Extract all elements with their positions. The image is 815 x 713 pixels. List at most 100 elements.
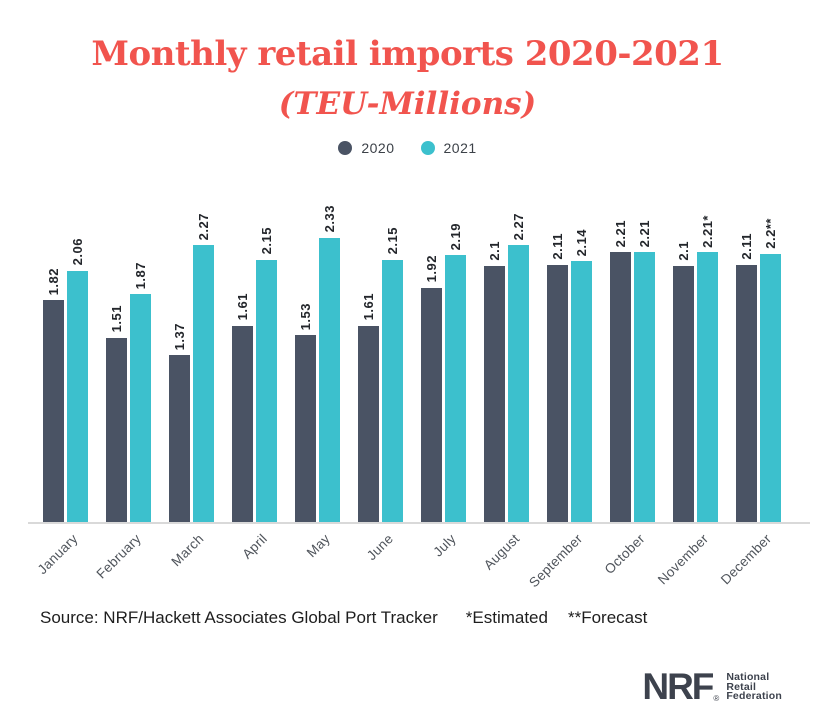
bar-group-june: 1.61 2.15 June <box>358 227 403 563</box>
month-label-august: August <box>480 531 523 573</box>
legend: 2020 2021 <box>0 140 815 156</box>
bar-2020-june <box>358 325 379 522</box>
bar-group-january: 1.82 2.06 January <box>35 238 88 577</box>
bar-group-september: 2.11 2.14 September <box>526 229 592 590</box>
month-label-june: June <box>363 531 397 564</box>
bar-col-2021-april: 2.15 <box>256 227 277 522</box>
month-label-july: July <box>430 531 460 560</box>
bar-col-2021-may: 2.33 <box>319 205 340 522</box>
value-label: 2.11 <box>550 233 565 260</box>
bar-col-2021-february: 1.87 <box>130 262 151 522</box>
bar-group-august: 2.1 2.27 August <box>480 213 529 573</box>
bar-col-2021-november: 2.21* <box>697 215 718 522</box>
bar-col-2021-august: 2.27 <box>508 213 529 522</box>
bar-2021-june <box>382 259 403 522</box>
bar-chart: 1.82 2.06 January 1.51 1.87 February 1.37 2.27 M… <box>28 192 810 590</box>
value-label: 2.1 <box>487 241 502 261</box>
month-label-may: May <box>303 531 334 561</box>
logo-name-line: Federation <box>726 690 782 703</box>
value-label: 2.33 <box>322 205 337 233</box>
value-label: 2.21* <box>700 214 715 248</box>
nrf-logo-fullname: National Retail Federation <box>726 671 782 703</box>
bar-2020-october <box>610 252 631 522</box>
legend-label: 2021 <box>443 140 477 156</box>
bar-2020-january <box>43 299 64 522</box>
value-label: 1.37 <box>172 322 187 350</box>
forecast-note: **Forecast <box>567 608 648 627</box>
source-note: Source: NRF/Hackett Associates Global Po… <box>40 608 815 628</box>
value-label: 1.82 <box>46 267 61 295</box>
month-label-april: April <box>239 531 271 562</box>
bar-2020-december <box>736 264 757 522</box>
bar-2020-august <box>484 265 505 522</box>
month-label-september: September <box>525 531 586 591</box>
bar-2021-april <box>256 259 277 522</box>
bar-2021-december <box>760 253 781 522</box>
value-label: 1.61 <box>235 293 250 321</box>
bar-group-october: 2.21 2.21 October <box>602 220 655 577</box>
bar-2020-may <box>295 335 316 522</box>
bar-group-march: 1.37 2.27 March <box>169 213 214 569</box>
bar-2021-january <box>67 270 88 522</box>
bar-2021-november <box>697 252 718 522</box>
legend-label: 2020 <box>361 140 395 156</box>
nrf-logo-acronym: NRF ® <box>642 668 720 705</box>
value-label: 2.06 <box>70 238 85 266</box>
legend-item-2021: 2021 <box>420 140 477 156</box>
bar-2020-march <box>169 354 190 522</box>
bar-col-2021-june: 2.15 <box>382 227 403 522</box>
value-label: 1.92 <box>424 255 439 283</box>
chart-subtitle: (TEU-Millions) <box>278 86 537 122</box>
bar-col-2020-february: 1.51 <box>106 305 127 522</box>
bar-2020-november <box>673 265 694 522</box>
value-label: 2.1 <box>676 241 691 261</box>
legend-item-2020: 2020 <box>338 140 394 156</box>
bar-col-2021-march: 2.27 <box>193 213 214 522</box>
bar-2020-july <box>421 287 442 522</box>
bar-col-2021-october: 2.21 <box>634 220 655 522</box>
value-label: 2.14 <box>574 228 589 256</box>
value-label: 2.15 <box>385 227 400 255</box>
value-label: 2.27 <box>511 212 526 241</box>
chart-title: Monthly retail imports 2020-2021 <box>91 34 724 74</box>
bar-2021-september <box>571 260 592 522</box>
bar-group-april: 1.61 2.15 April <box>232 227 277 562</box>
value-label: 2.2** <box>763 217 778 249</box>
bar-col-2020-august: 2.1 <box>484 241 505 522</box>
bar-group-july: 1.92 2.19 July <box>421 223 466 559</box>
logo-name-line: National <box>726 671 770 684</box>
bar-2021-august <box>508 245 529 522</box>
bar-col-2021-september: 2.14 <box>571 229 592 522</box>
month-label-february: February <box>93 531 145 582</box>
nrf-logo: NRF ® National Retail Federation <box>642 668 782 705</box>
month-label-january: January <box>35 531 82 578</box>
bar-col-2020-march: 1.37 <box>169 323 190 522</box>
registered-mark-icon: ® <box>713 693 720 703</box>
bar-2020-april <box>232 325 253 522</box>
legend-dot-icon <box>338 141 353 155</box>
bar-group-may: 1.53 2.33 May <box>295 205 340 560</box>
bar-group-november: 2.1 2.21* November <box>655 215 718 587</box>
value-label: 1.61 <box>361 293 376 321</box>
value-label: 1.53 <box>298 303 313 331</box>
bar-col-2020-may: 1.53 <box>295 303 316 522</box>
month-label-december: December <box>717 531 775 588</box>
bar-group-february: 1.51 1.87 February <box>94 262 151 582</box>
bar-2020-september <box>547 264 568 522</box>
bar-group-december: 2.11 2.2** December <box>718 218 781 587</box>
value-label: 1.87 <box>133 261 148 289</box>
bar-col-2021-december: 2.2** <box>760 218 781 522</box>
bar-2021-february <box>130 293 151 522</box>
bar-col-2021-july: 2.19 <box>445 223 466 522</box>
bar-col-2020-april: 1.61 <box>232 293 253 522</box>
value-label: 1.51 <box>109 305 124 333</box>
value-label: 2.11 <box>739 233 754 260</box>
plot-area: 1.82 2.06 January 1.51 1.87 February 1.37 2.27 M… <box>28 192 810 590</box>
bar-col-2020-september: 2.11 <box>547 233 568 522</box>
month-label-november: November <box>654 531 712 588</box>
legend-dot-icon <box>420 141 435 155</box>
month-label-october: October <box>602 531 649 578</box>
bar-col-2021-january: 2.06 <box>67 238 88 522</box>
month-label-march: March <box>168 531 208 570</box>
